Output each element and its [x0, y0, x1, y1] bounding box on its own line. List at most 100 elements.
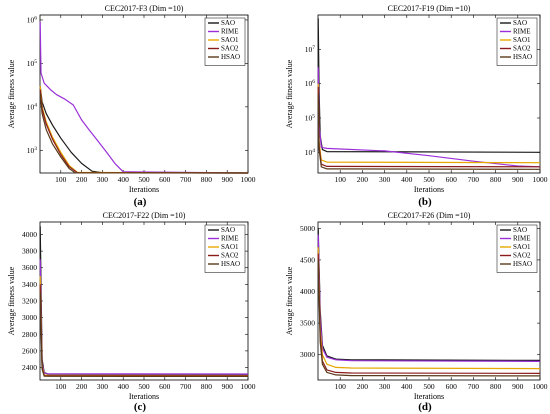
x-tick-label: 700: [180, 382, 192, 391]
x-tick-label: 100: [335, 382, 347, 391]
chart-panel-2: CEC2017-F19 (Dim =10) 100 200 300 400 500 600 7…: [285, 4, 548, 208]
x-tick-label: 100: [55, 175, 67, 184]
legend-label: SAO: [221, 19, 235, 27]
x-tick-label: 500: [138, 382, 150, 391]
legend-label: SAO1: [221, 243, 239, 251]
y-tick-label: 4500: [300, 255, 315, 264]
y-tick-label: 4000: [22, 230, 37, 239]
x-tick-label: 400: [118, 175, 130, 184]
legend-label: SAO2: [221, 45, 239, 53]
x-tick-label: 600: [446, 175, 458, 184]
y-axis-label: Average fitness value: [7, 266, 16, 335]
y-tick-label: 2600: [22, 346, 37, 355]
legend-label: SAO: [221, 226, 235, 234]
y-tick-label: 3600: [22, 263, 37, 272]
x-tick-label: 400: [401, 382, 413, 391]
y-tick-label: 3800: [22, 247, 37, 256]
x-tick-label: 500: [138, 175, 150, 184]
x-tick-label: 100: [335, 175, 347, 184]
x-tick-label: 400: [118, 382, 130, 391]
legend-label: SAO2: [513, 252, 531, 260]
x-tick-label: 100: [55, 382, 67, 391]
chart-panel-1: CEC2017-F3 (Dim =10) 100 200 300 400 500 600 70…: [7, 4, 256, 208]
x-tick-label: 900: [512, 175, 524, 184]
x-tick-label: 800: [201, 175, 213, 184]
x-tick-label: 1000: [241, 382, 256, 391]
x-tick-label: 1000: [533, 175, 548, 184]
x-tick-label: 900: [512, 382, 524, 391]
y-tick-label: 3400: [22, 280, 37, 289]
legend-label: RIME: [513, 28, 531, 36]
x-tick-label: 1000: [241, 175, 256, 184]
legend-label: HSAO: [513, 53, 532, 61]
x-tick-label: 500: [423, 382, 435, 391]
y-tick-label: 104: [305, 148, 316, 157]
y-tick-label: 2800: [22, 330, 37, 339]
y-axis-label: Average fitness value: [285, 266, 294, 335]
y-tick-label: 106: [27, 15, 38, 24]
y-tick-label: 3000: [22, 313, 37, 322]
series-line-hsao: [39, 292, 249, 377]
legend-label: HSAO: [221, 53, 240, 61]
y-tick-label: 103: [27, 146, 38, 155]
x-tick-label: 900: [222, 175, 234, 184]
legend-label: SAO2: [513, 45, 531, 53]
x-tick-label: 300: [97, 175, 109, 184]
series-line-hsao: [317, 259, 541, 377]
y-tick-label: 4000: [300, 287, 315, 296]
legend-label: SAO1: [513, 243, 531, 251]
x-tick-label: 800: [490, 382, 502, 391]
series-line-sao2: [39, 89, 249, 174]
y-tick-label: 105: [305, 113, 316, 122]
panel-label: (a): [134, 196, 147, 208]
chart-panel-4: CEC2017-F26 (Dim =10) 100 200 300 400 500 600 7…: [285, 211, 548, 413]
series-line-hsao: [317, 93, 541, 170]
legend-label: HSAO: [221, 260, 240, 268]
x-tick-label: 200: [357, 382, 369, 391]
x-axis-label: Iterations: [414, 392, 444, 401]
chart-title: CEC2017-F3 (Dim =10): [105, 4, 184, 13]
chart-title: CEC2017-F26 (Dim =10): [388, 211, 471, 220]
legend-label: SAO: [513, 226, 527, 234]
legend-label: RIME: [221, 235, 239, 243]
legend-label: SAO1: [513, 36, 531, 44]
x-tick-label: 300: [379, 175, 391, 184]
x-tick-label: 700: [468, 382, 480, 391]
chart-title: CEC2017-F22 (Dim =10): [103, 211, 186, 220]
series-line-hsao: [39, 93, 249, 174]
y-tick-label: 2400: [22, 363, 37, 372]
x-tick-label: 500: [423, 175, 435, 184]
x-tick-label: 800: [201, 382, 213, 391]
x-tick-label: 400: [401, 175, 413, 184]
y-tick-label: 3500: [300, 319, 315, 328]
x-axis-label: Iterations: [129, 185, 159, 194]
y-tick-label: 3200: [22, 297, 37, 306]
y-tick-label: 5000: [300, 224, 315, 233]
legend-label: RIME: [221, 28, 239, 36]
x-tick-label: 700: [180, 175, 192, 184]
x-axis-label: Iterations: [414, 185, 444, 194]
y-tick-label: 104: [27, 102, 38, 111]
y-tick-label: 107: [305, 45, 316, 54]
x-axis-label: Iterations: [129, 392, 159, 401]
x-tick-label: 300: [97, 382, 109, 391]
x-tick-label: 200: [357, 175, 369, 184]
y-axis-label: Average fitness value: [7, 59, 16, 128]
x-tick-label: 200: [76, 175, 88, 184]
x-tick-label: 1000: [533, 382, 548, 391]
x-tick-label: 200: [76, 382, 88, 391]
panel-label: (d): [418, 401, 432, 413]
series-line-rime: [317, 67, 541, 168]
legend-label: SAO1: [221, 36, 239, 44]
panel-label: (b): [418, 196, 432, 208]
x-tick-label: 600: [159, 175, 171, 184]
x-tick-label: 700: [468, 175, 480, 184]
x-tick-label: 800: [490, 175, 502, 184]
legend-label: SAO2: [221, 252, 239, 260]
legend-label: RIME: [513, 235, 531, 243]
chart-title: CEC2017-F19 (Dim =10): [388, 4, 471, 13]
y-tick-label: 105: [27, 59, 38, 68]
x-tick-label: 900: [222, 382, 234, 391]
y-axis-label: Average fitness value: [285, 59, 294, 128]
